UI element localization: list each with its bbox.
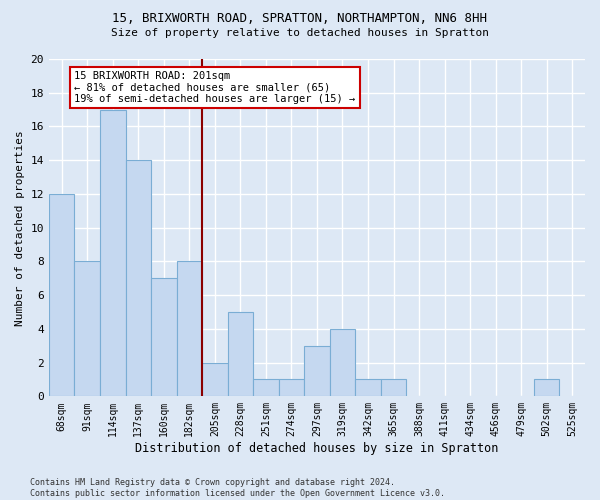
Bar (534, 380, 559, 396)
Bar (253, 380, 278, 396)
Bar (74, 262, 100, 396)
Bar (49, 194, 74, 396)
Bar (355, 380, 381, 396)
Bar (278, 380, 304, 396)
Y-axis label: Number of detached properties: Number of detached properties (15, 130, 25, 326)
Text: Size of property relative to detached houses in Spratton: Size of property relative to detached ho… (111, 28, 489, 38)
Text: Contains HM Land Registry data © Crown copyright and database right 2024.
Contai: Contains HM Land Registry data © Crown c… (30, 478, 445, 498)
Bar (100, 110, 125, 397)
Bar (304, 346, 330, 397)
Bar (125, 160, 151, 396)
Bar (176, 262, 202, 396)
X-axis label: Distribution of detached houses by size in Spratton: Distribution of detached houses by size … (135, 442, 499, 455)
Bar (202, 362, 227, 396)
Bar (381, 380, 406, 396)
Bar (151, 278, 176, 396)
Bar (227, 312, 253, 396)
Bar (330, 329, 355, 396)
Text: 15 BRIXWORTH ROAD: 201sqm
← 81% of detached houses are smaller (65)
19% of semi-: 15 BRIXWORTH ROAD: 201sqm ← 81% of detac… (74, 71, 356, 104)
Text: 15, BRIXWORTH ROAD, SPRATTON, NORTHAMPTON, NN6 8HH: 15, BRIXWORTH ROAD, SPRATTON, NORTHAMPTO… (113, 12, 487, 26)
